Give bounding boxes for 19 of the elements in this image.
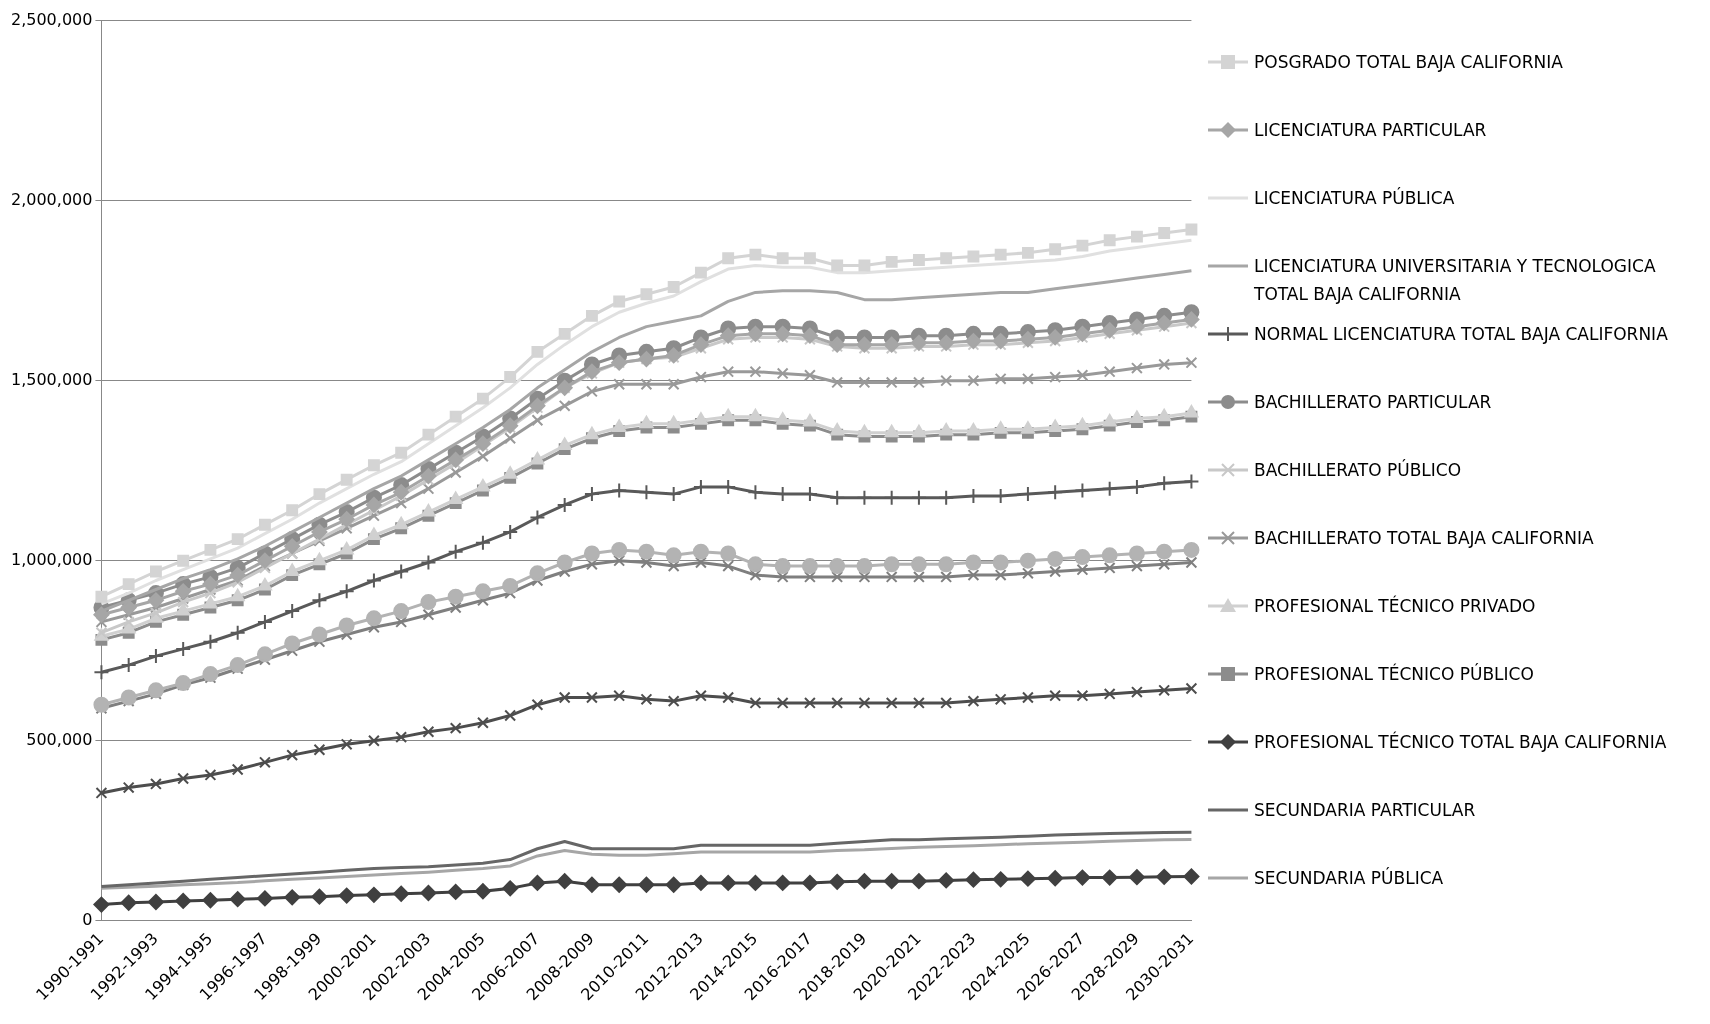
y-tick-label: 0 <box>82 909 93 929</box>
legend-label: LICENCIATURA UNIVERSITARIA Y TECNOLOGICA TOTAL BAJA CALIFORNIA <box>1254 255 1657 306</box>
legend-label: BACHILLERATO PÚBLICO <box>1254 458 1462 482</box>
legend-label: NORMAL LICENCIATURA TOTAL BAJA CALIFORNIA <box>1254 323 1668 346</box>
y-tick-label: 1,500,000 <box>10 369 93 389</box>
legend-label: BACHILLERATO TOTAL BAJA CALIFORNIA <box>1254 527 1594 550</box>
legend-label: PROFESIONAL TÉCNICO PÚBLICO <box>1254 662 1534 686</box>
y-tick-label: 2,500,000 <box>10 9 93 29</box>
legend-label: PROFESIONAL TÉCNICO PRIVADO <box>1254 594 1536 618</box>
legend-label: SECUNDARIA PARTICULAR <box>1254 799 1476 822</box>
y-tick-label: 1,000,000 <box>10 549 93 569</box>
legend-label: SECUNDARIA PÚBLICA <box>1254 866 1444 890</box>
y-tick-label: 2,000,000 <box>10 189 93 209</box>
y-tick-label: 500,000 <box>26 729 93 749</box>
legend-label: PROFESIONAL TÉCNICO TOTAL BAJA CALIFORNIA <box>1254 730 1667 754</box>
legend-label: BACHILLERATO PARTICULAR <box>1254 391 1492 414</box>
legend-label: POSGRADO TOTAL BAJA CALIFORNIA <box>1254 51 1563 74</box>
legend-label: LICENCIATURA PARTICULAR <box>1254 119 1487 142</box>
legend-label: LICENCIATURA PÚBLICA <box>1254 186 1455 210</box>
